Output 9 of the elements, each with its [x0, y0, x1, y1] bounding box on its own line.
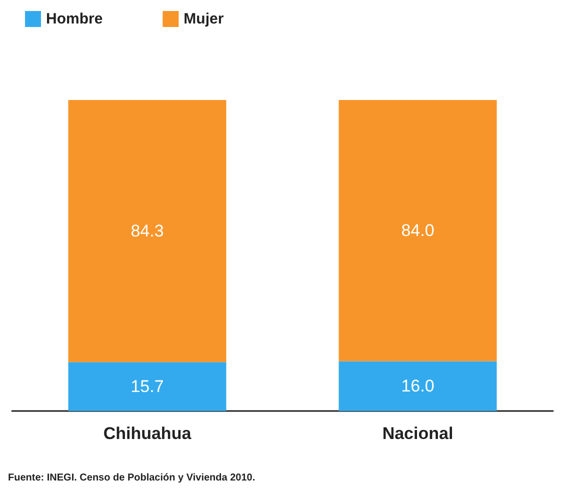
data-label: 16.0	[401, 376, 434, 396]
legend-label: Mujer	[184, 10, 224, 28]
source-note: Fuente: INEGI. Censo de Población y Vivienda 2010.	[8, 472, 256, 484]
x-tick-label: Chihuahua	[103, 424, 192, 443]
x-tick-label: Nacional	[382, 424, 454, 443]
legend-label: Hombre	[46, 10, 103, 28]
data-label: 84.0	[401, 221, 434, 240]
data-label: 84.3	[130, 222, 164, 241]
data-label: 15.7	[130, 377, 164, 396]
